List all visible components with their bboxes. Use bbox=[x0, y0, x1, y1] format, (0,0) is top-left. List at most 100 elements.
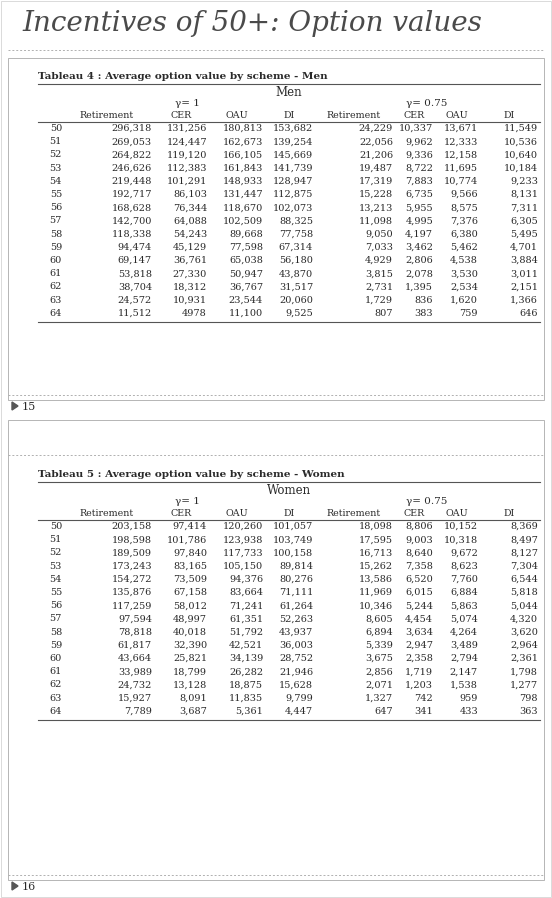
Text: 180,813: 180,813 bbox=[223, 124, 263, 133]
Text: 2,071: 2,071 bbox=[365, 681, 393, 690]
Text: 61,351: 61,351 bbox=[229, 614, 263, 623]
Text: 148,933: 148,933 bbox=[222, 177, 263, 186]
Text: γ= 1: γ= 1 bbox=[175, 99, 200, 108]
Text: 57: 57 bbox=[50, 614, 62, 623]
Polygon shape bbox=[12, 402, 18, 410]
Text: 2,361: 2,361 bbox=[510, 654, 538, 663]
Text: 101,057: 101,057 bbox=[273, 522, 313, 531]
Text: 11,549: 11,549 bbox=[504, 124, 538, 133]
Text: 8,131: 8,131 bbox=[510, 190, 538, 199]
Text: 11,100: 11,100 bbox=[229, 309, 263, 318]
Text: 135,876: 135,876 bbox=[112, 588, 152, 597]
Text: 4978: 4978 bbox=[182, 309, 207, 318]
Text: 139,254: 139,254 bbox=[273, 137, 313, 146]
Text: 5,044: 5,044 bbox=[510, 601, 538, 611]
Text: 77,598: 77,598 bbox=[229, 242, 263, 251]
Text: 56,180: 56,180 bbox=[279, 256, 313, 265]
Text: 38,704: 38,704 bbox=[118, 282, 152, 291]
Text: 3,462: 3,462 bbox=[405, 242, 433, 251]
Text: 742: 742 bbox=[414, 693, 433, 702]
Text: DI: DI bbox=[503, 111, 514, 120]
Text: 9,050: 9,050 bbox=[365, 230, 393, 239]
Text: 77,758: 77,758 bbox=[279, 230, 313, 239]
Text: 54,243: 54,243 bbox=[173, 230, 207, 239]
Text: 8,091: 8,091 bbox=[179, 693, 207, 702]
Text: 10,337: 10,337 bbox=[399, 124, 433, 133]
Text: 65,038: 65,038 bbox=[229, 256, 263, 265]
Text: 2,078: 2,078 bbox=[405, 269, 433, 278]
Text: 9,336: 9,336 bbox=[405, 150, 433, 160]
Text: 6,380: 6,380 bbox=[450, 230, 478, 239]
Text: 2,358: 2,358 bbox=[405, 654, 433, 663]
Text: 264,822: 264,822 bbox=[112, 150, 152, 160]
Text: 9,799: 9,799 bbox=[285, 693, 313, 702]
Text: 31,517: 31,517 bbox=[279, 282, 313, 291]
Text: 142,700: 142,700 bbox=[112, 216, 152, 225]
Text: 64: 64 bbox=[50, 309, 62, 318]
Text: 24,229: 24,229 bbox=[359, 124, 393, 133]
Text: 189,509: 189,509 bbox=[112, 549, 152, 558]
Text: 4,447: 4,447 bbox=[285, 707, 313, 716]
Text: 6,884: 6,884 bbox=[450, 588, 478, 597]
Text: 7,789: 7,789 bbox=[124, 707, 152, 716]
Text: 112,383: 112,383 bbox=[167, 163, 207, 172]
Text: 54: 54 bbox=[50, 575, 62, 584]
Text: 7,883: 7,883 bbox=[405, 177, 433, 186]
Text: 11,835: 11,835 bbox=[229, 693, 263, 702]
Text: 105,150: 105,150 bbox=[223, 561, 263, 570]
Text: 118,338: 118,338 bbox=[112, 230, 152, 239]
Text: 1,538: 1,538 bbox=[450, 681, 478, 690]
Text: 141,739: 141,739 bbox=[273, 163, 313, 172]
Text: 5,074: 5,074 bbox=[450, 614, 478, 623]
Bar bbox=[8, 58, 544, 400]
Text: 153,682: 153,682 bbox=[273, 124, 313, 133]
Text: 10,346: 10,346 bbox=[359, 601, 393, 611]
Text: 6,015: 6,015 bbox=[405, 588, 433, 597]
Text: 55: 55 bbox=[50, 588, 62, 597]
Text: 296,318: 296,318 bbox=[112, 124, 152, 133]
Text: 88,325: 88,325 bbox=[279, 216, 313, 225]
Text: Incentives of 50+: Option values: Incentives of 50+: Option values bbox=[22, 10, 482, 37]
Text: 59: 59 bbox=[50, 641, 62, 650]
Text: 647: 647 bbox=[374, 707, 393, 716]
Text: 71,241: 71,241 bbox=[229, 601, 263, 611]
Text: γ= 0.75: γ= 0.75 bbox=[406, 497, 447, 506]
Text: 2,947: 2,947 bbox=[405, 641, 433, 650]
Text: 50: 50 bbox=[50, 124, 62, 133]
Text: 5,462: 5,462 bbox=[450, 242, 478, 251]
Text: 1,719: 1,719 bbox=[405, 667, 433, 676]
Text: 4,538: 4,538 bbox=[450, 256, 478, 265]
Text: Men: Men bbox=[275, 86, 302, 99]
Text: 6,544: 6,544 bbox=[510, 575, 538, 584]
Text: 15,262: 15,262 bbox=[359, 561, 393, 570]
Text: 101,786: 101,786 bbox=[167, 535, 207, 544]
Text: 124,447: 124,447 bbox=[166, 137, 207, 146]
Text: 13,213: 13,213 bbox=[359, 203, 393, 212]
Text: 3,530: 3,530 bbox=[450, 269, 478, 278]
Text: 8,640: 8,640 bbox=[405, 549, 433, 558]
Text: 433: 433 bbox=[459, 707, 478, 716]
Text: 11,695: 11,695 bbox=[444, 163, 478, 172]
Text: 94,474: 94,474 bbox=[118, 242, 152, 251]
Text: 51: 51 bbox=[50, 535, 62, 544]
Text: 63: 63 bbox=[50, 693, 62, 702]
Text: 3,489: 3,489 bbox=[450, 641, 478, 650]
Text: Retirement: Retirement bbox=[80, 509, 134, 518]
Text: 7,304: 7,304 bbox=[510, 561, 538, 570]
Text: 97,840: 97,840 bbox=[173, 549, 207, 558]
Text: 4,264: 4,264 bbox=[450, 628, 478, 637]
Text: 10,774: 10,774 bbox=[444, 177, 478, 186]
Text: 11,969: 11,969 bbox=[359, 588, 393, 597]
Text: 1,277: 1,277 bbox=[510, 681, 538, 690]
Text: 9,003: 9,003 bbox=[405, 535, 433, 544]
Text: 101,291: 101,291 bbox=[167, 177, 207, 186]
Text: 53,818: 53,818 bbox=[118, 269, 152, 278]
Text: 89,814: 89,814 bbox=[279, 561, 313, 570]
Text: 192,717: 192,717 bbox=[112, 190, 152, 199]
Text: DI: DI bbox=[283, 509, 295, 518]
Text: 9,566: 9,566 bbox=[450, 190, 478, 199]
Text: 807: 807 bbox=[374, 309, 393, 318]
Text: 36,767: 36,767 bbox=[229, 282, 263, 291]
Text: 83,664: 83,664 bbox=[229, 588, 263, 597]
Text: 131,447: 131,447 bbox=[222, 190, 263, 199]
